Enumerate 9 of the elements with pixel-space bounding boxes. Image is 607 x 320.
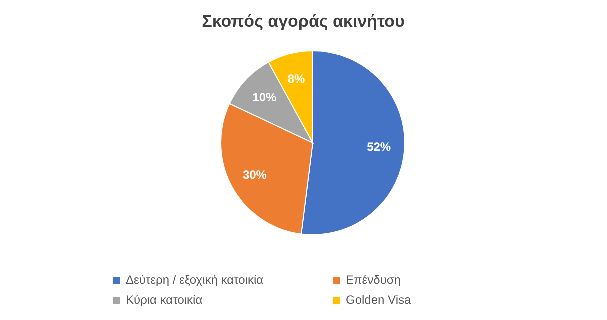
data-label: 52% xyxy=(367,140,392,154)
chart-title: Σκοπός αγοράς ακινήτου xyxy=(201,11,406,33)
legend-label: Golden Visa xyxy=(346,293,412,307)
data-label: 30% xyxy=(242,168,268,182)
legend-label: Δεύτερη / εξοχική κατοικία xyxy=(126,273,264,287)
legend-label: Κύρια κατοικία xyxy=(126,293,203,307)
legend-label: Επένδυση xyxy=(346,273,401,287)
data-label: 8% xyxy=(288,72,306,86)
data-label: 10% xyxy=(252,90,278,105)
